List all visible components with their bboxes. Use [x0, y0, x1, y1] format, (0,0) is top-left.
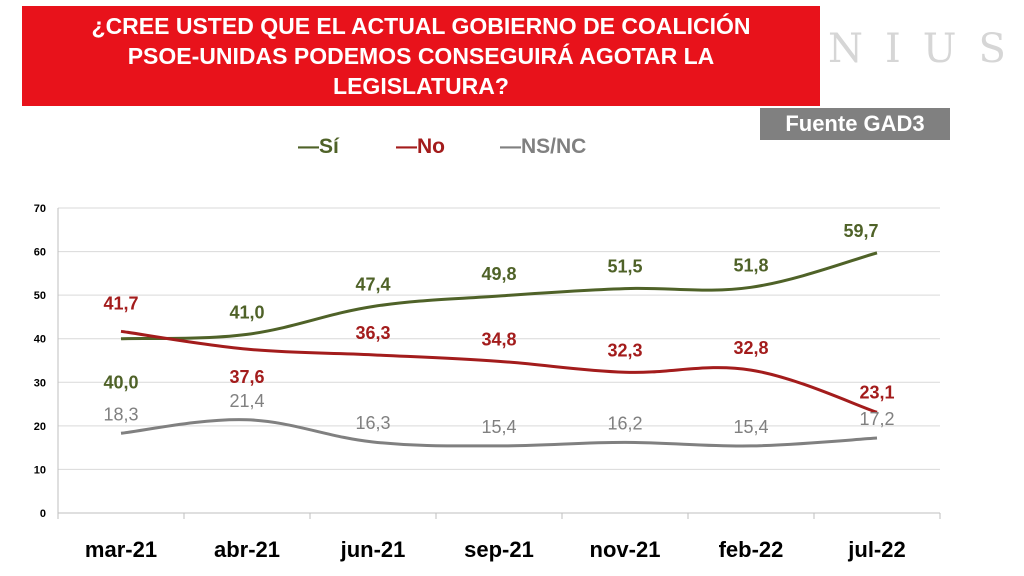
data-label-no: 34,8 [481, 329, 516, 349]
legend-item-nsnc: —NS/NC [500, 135, 586, 158]
data-label-si: 40,0 [103, 373, 138, 393]
y-tick-label: 0 [40, 508, 46, 520]
legend-item-si: —Sí [298, 135, 340, 158]
y-tick-label: 30 [34, 377, 46, 389]
data-label-no: 32,8 [733, 338, 768, 358]
y-tick-label: 70 [34, 203, 46, 215]
data-label-no: 37,6 [229, 367, 264, 387]
y-tick-label: 40 [34, 334, 46, 346]
legend-item-no: —No [396, 135, 445, 158]
data-label-si: 47,4 [355, 274, 390, 294]
data-label-no: 41,7 [103, 293, 138, 313]
data-label-nsnc: 16,2 [607, 413, 642, 433]
data-label-si: 51,8 [733, 255, 768, 275]
y-tick-label: 60 [34, 247, 46, 259]
data-label-nsnc: 17,2 [859, 409, 894, 429]
title-banner: ¿CREE USTED QUE EL ACTUAL GOBIERNO DE CO… [22, 6, 820, 106]
chart-title: ¿CREE USTED QUE EL ACTUAL GOBIERNO DE CO… [91, 13, 751, 99]
source-badge: Fuente GAD3 [760, 108, 950, 140]
x-tick-label: jun-21 [340, 537, 406, 562]
x-tick-label: feb-22 [719, 537, 784, 562]
data-label-si: 41,0 [229, 302, 264, 322]
y-tick-label: 20 [34, 421, 46, 433]
data-label-nsnc: 15,4 [733, 417, 768, 437]
x-tick-label: nov-21 [590, 537, 661, 562]
x-tick-label: mar-21 [85, 537, 157, 562]
data-label-nsnc: 18,3 [103, 404, 138, 424]
data-label-nsnc: 15,4 [481, 417, 516, 437]
data-label-si: 49,8 [481, 264, 516, 284]
series-line-no [120, 329, 878, 414]
series-line-nsnc [120, 418, 878, 448]
x-tick-label: jul-22 [847, 537, 905, 562]
data-label-si: 51,5 [607, 257, 642, 277]
data-label-no: 32,3 [607, 340, 642, 360]
data-label-si: 59,7 [843, 221, 878, 241]
data-label-no: 36,3 [355, 323, 390, 343]
data-label-no: 23,1 [859, 382, 894, 402]
x-tick-label: abr-21 [214, 537, 280, 562]
series-line-si [120, 251, 878, 341]
y-tick-label: 10 [34, 464, 46, 476]
x-tick-label: sep-21 [464, 537, 534, 562]
data-label-nsnc: 16,3 [355, 413, 390, 433]
y-tick-label: 50 [34, 290, 46, 302]
data-label-nsnc: 21,4 [229, 391, 264, 411]
brand-logo: NIUS [828, 26, 1024, 72]
